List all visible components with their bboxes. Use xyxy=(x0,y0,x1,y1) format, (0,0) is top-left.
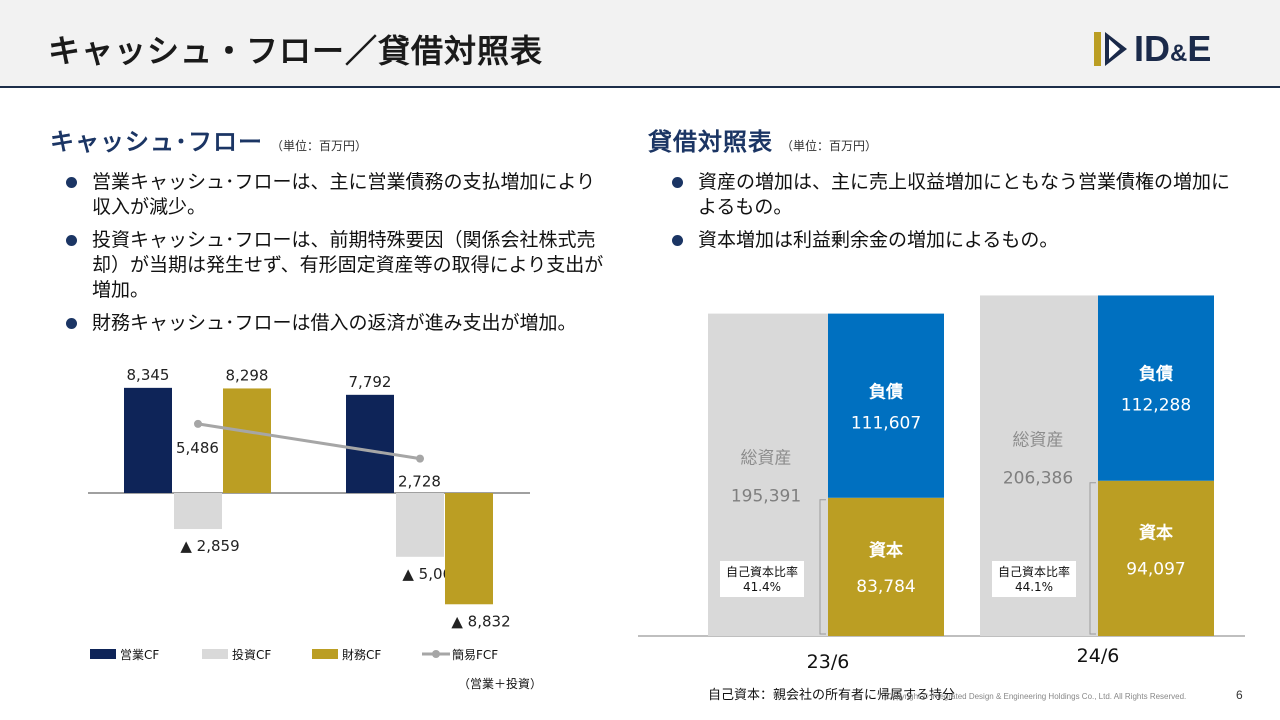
header-band xyxy=(0,0,1280,86)
legend-swatch xyxy=(202,649,228,659)
legend-label: 財務CF xyxy=(342,647,381,662)
list-item: 営業キャッシュ･フローは、主に営業債務の支払増加により収入が減少。 xyxy=(62,170,607,220)
equity-bracket xyxy=(819,499,826,635)
legend-label: 営業CF xyxy=(120,648,159,662)
data-label: 7,792 xyxy=(349,373,392,391)
liabilities-value: 111,607 xyxy=(851,414,921,434)
fcf-point-1 xyxy=(416,454,424,463)
equity-label: 資本 xyxy=(1139,523,1173,544)
cash-flow-bullets: 営業キャッシュ･フローは、主に営業債務の支払増加により収入が減少。 投資キャッシ… xyxy=(62,170,607,344)
page-number: 6 xyxy=(1236,688,1243,702)
balance-sheet-bullets: 資産の増加は、主に売上収益増加にともなう営業債権の増加によるもの。 資本増加は利… xyxy=(668,170,1238,261)
bar-投資CF-1 xyxy=(396,493,444,557)
equity-ratio-box xyxy=(992,561,1076,597)
data-label: 8,298 xyxy=(226,366,269,384)
equity-ratio-value: 44.1% xyxy=(1015,580,1053,594)
equity-label: 資本 xyxy=(869,540,903,561)
liabilities-label: 負債 xyxy=(869,382,903,403)
fcf-label: 2,728 xyxy=(398,473,441,491)
balance-sheet-heading: 貸借対照表 （単位：百万円） xyxy=(648,129,878,156)
balance-sheet-chart: 総資産195,391負債111,607資本83,784自己資本比率41.4%23… xyxy=(638,295,1245,673)
equity-value: 83,784 xyxy=(856,577,915,597)
total-assets-value: 206,386 xyxy=(1003,468,1073,488)
x-tick-label: 23/6 xyxy=(807,651,850,673)
data-label: ▲ 8,832 xyxy=(451,612,510,630)
bar-営業CF-0 xyxy=(124,387,172,493)
header-divider xyxy=(0,86,1280,88)
equity-ratio-value: 41.4% xyxy=(743,580,781,594)
data-label: 8,345 xyxy=(127,366,170,384)
legend-swatch xyxy=(312,649,338,659)
legend-note: （営業＋投資） xyxy=(458,676,542,691)
legend-label: 投資CF xyxy=(232,647,271,662)
legend-point-swatch xyxy=(432,650,440,658)
fcf-point-0 xyxy=(194,419,202,428)
list-item: 資本増加は利益剰余金の増加によるもの。 xyxy=(668,228,1238,253)
liabilities-value: 112,288 xyxy=(1121,395,1191,415)
equity-ratio-label: 自己資本比率 xyxy=(998,564,1070,579)
logo-mark-icon xyxy=(1094,32,1127,66)
legend-swatch xyxy=(90,649,116,659)
equity-bracket xyxy=(1089,482,1096,635)
logo-text: ID&E xyxy=(1134,28,1212,69)
copyright: Copyright © Integrated Design & Engineer… xyxy=(886,692,1187,701)
fcf-label: 5,486 xyxy=(176,439,219,457)
bar-営業CF-1 xyxy=(346,394,394,493)
total-assets-value: 195,391 xyxy=(731,487,801,507)
total-assets-label: 総資産 xyxy=(741,449,792,469)
bar-equity-0 xyxy=(828,497,944,636)
liabilities-label: 負債 xyxy=(1139,363,1173,384)
balance-sheet-unit: （単位：百万円） xyxy=(781,139,878,153)
company-logo: ID&E xyxy=(1094,30,1244,68)
list-item: 資産の増加は、主に売上収益増加にともなう営業債権の増加によるもの。 xyxy=(668,170,1238,220)
cash-flow-heading: キャッシュ･フロー （単位：百万円） xyxy=(50,129,368,156)
equity-value: 94,097 xyxy=(1126,560,1185,580)
page-title: キャッシュ・フロー／貸借対照表 xyxy=(48,33,544,69)
equity-ratio-box xyxy=(720,561,804,597)
bar-equity-1 xyxy=(1098,480,1214,636)
footer-note: 自己資本：親会社の所有者に帰属する持分 xyxy=(708,687,956,702)
total-assets-label: 総資産 xyxy=(1013,430,1064,450)
cash-flow-unit: （単位：百万円） xyxy=(271,139,368,153)
bar-投資CF-0 xyxy=(174,493,222,530)
bar-財務CF-0 xyxy=(223,388,271,493)
data-label: ▲ 2,859 xyxy=(180,537,239,555)
legend-label: 簡易FCF xyxy=(452,647,498,662)
fcf-line xyxy=(197,422,421,461)
equity-ratio-label: 自己資本比率 xyxy=(726,564,798,579)
list-item: 投資キャッシュ･フローは、前期特殊要因（関係会社株式売却）が当期は発生せず、有形… xyxy=(62,228,607,303)
bar-liabilities-0 xyxy=(828,313,944,498)
x-tick-label: 24/6 xyxy=(1077,645,1120,667)
bar-liabilities-1 xyxy=(1098,295,1214,481)
bar-財務CF-1 xyxy=(445,493,493,605)
list-item: 財務キャッシュ･フローは借入の返済が進み支出が増加。 xyxy=(62,311,607,336)
